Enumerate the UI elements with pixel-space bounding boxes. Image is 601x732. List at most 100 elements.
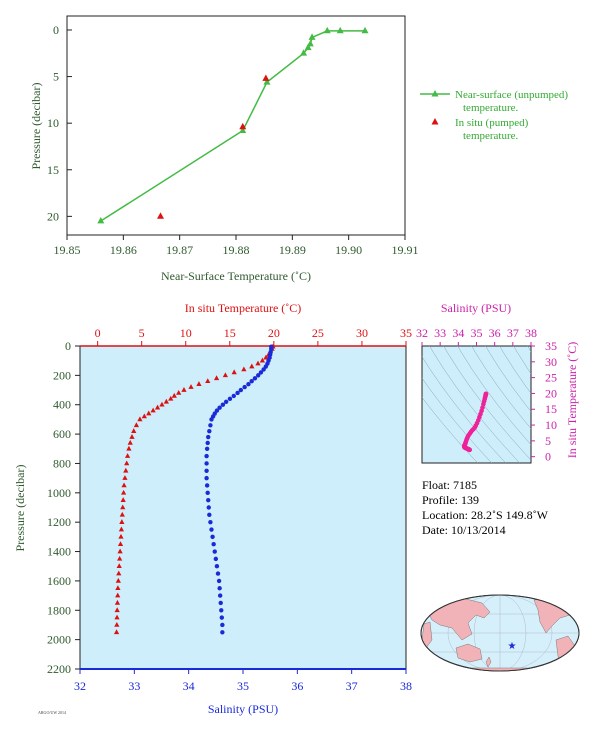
salinity-point: [204, 468, 209, 473]
temperature-point: [263, 354, 269, 360]
density-contour: [513, 346, 531, 375]
temperature-point: [116, 570, 122, 576]
salinity-point: [208, 519, 213, 525]
temperature-point: [154, 404, 161, 410]
temperature-point: [137, 416, 143, 422]
salinity-point: [256, 373, 261, 378]
temperature-point: [176, 389, 182, 395]
ts-x-tick-label: 35: [471, 326, 483, 340]
top-x-tick-label: 19.91: [392, 243, 419, 257]
pumped-point: [239, 122, 247, 130]
location: Location: 28.2˚S 149.8˚W: [422, 508, 549, 522]
top-y-tick-label: 20: [47, 209, 59, 223]
top-y-ticks: 0 5 10 15 20: [47, 23, 72, 223]
ts-plot-area: [421, 345, 532, 464]
salinity-point: [258, 370, 264, 375]
temperature-tick-label: 35: [400, 326, 412, 340]
date: Date: 10/13/2014: [422, 523, 506, 537]
float-location-star: ★: [508, 641, 517, 652]
temperature-ticks: 0 5 10 15 20 25 30 35: [95, 326, 412, 346]
legend-label-unpumped: Near-surface (unpumped) temperature.: [455, 89, 571, 114]
salinity-point: [227, 396, 233, 402]
legend-marker-pumped: [431, 118, 439, 125]
temperature-point: [115, 592, 121, 598]
salinity-tick-label: 37: [346, 679, 358, 693]
salinity-tick-label: 34: [183, 679, 195, 693]
temperature-point: [146, 410, 152, 416]
pressure-tick-label: 1800: [47, 603, 71, 617]
salinity-point: [217, 405, 222, 410]
temperature-point: [163, 398, 169, 404]
top-y-tick-label: 10: [47, 116, 59, 130]
temperature-tick-label: 30: [356, 326, 368, 340]
unpumped-point: [239, 126, 247, 134]
temperature-point: [115, 585, 121, 591]
salinity-profile-marks: [204, 344, 274, 635]
temperature-point: [133, 422, 139, 428]
pressure-tick-label: 400: [53, 398, 71, 412]
pressure-tick-label: 200: [53, 368, 71, 382]
profile-plot-area: [79, 345, 407, 670]
temperature-point: [171, 392, 177, 398]
top-x-axis-label: Near-Surface Temperature (˚C): [161, 269, 311, 283]
density-contour: [499, 346, 531, 394]
salinity-point: [217, 586, 222, 591]
temperature-point: [115, 577, 121, 583]
temperature-point: [117, 548, 123, 554]
temperature-point: [127, 439, 133, 445]
top-data-marks: [97, 26, 369, 224]
pressure-tick-label: 1200: [47, 515, 71, 529]
ts-x-tick-label: 33: [434, 326, 446, 340]
profile-bottom-axis-label: Salinity (PSU): [208, 702, 278, 716]
float-info: Float: 7185 Profile: 139 Location: 28.2˚…: [422, 478, 549, 537]
salinity-point: [207, 512, 212, 518]
ts-y-tick-label: 0: [545, 450, 551, 464]
temperature-point: [124, 453, 131, 458]
top-y-axis-label: Pressure (decibar): [29, 83, 43, 170]
temperature-point: [119, 511, 125, 517]
salinity-point: [210, 534, 215, 540]
temperature-point: [118, 533, 124, 539]
pressure-tick-label: 2000: [47, 633, 71, 647]
ts-y-tick-label: 35: [545, 339, 557, 353]
temperature-point: [168, 395, 174, 401]
temperature-point: [126, 445, 132, 451]
salinity-point: [205, 440, 210, 446]
australia-landmass: [455, 643, 483, 663]
salinity-point: [209, 527, 214, 532]
profile-y-axis-label: Pressure (decibar): [13, 465, 27, 552]
map-border: [420, 594, 580, 672]
pressure-tick-label: 1600: [47, 574, 71, 588]
ts-salinity-ticks: 32 33 34 35 36 37 38: [416, 326, 537, 346]
new-zealand-landmass: [485, 656, 492, 668]
temperature-point: [124, 460, 130, 466]
density-contour: [471, 346, 531, 430]
salinity-point: [223, 399, 229, 404]
ts-y-tick-label: 10: [545, 418, 557, 432]
temperature-point: [122, 475, 128, 480]
world-map: ★: [420, 594, 580, 672]
temperature-point: [114, 621, 120, 627]
ts-x-tick-label: 37: [507, 326, 519, 340]
salinity-point: [217, 593, 223, 598]
temperature-point: [114, 614, 120, 620]
salinity-point: [216, 578, 222, 584]
top-x-tick-label: 19.87: [166, 243, 193, 257]
temperature-profile-marks: [113, 343, 276, 635]
salinity-point: [242, 384, 247, 390]
top-x-tick-label: 19.85: [54, 243, 81, 257]
temperature-point: [150, 407, 156, 413]
pressure-tick-label: 600: [53, 427, 71, 441]
temperature-tick-label: 5: [139, 326, 145, 340]
profile-top-axis-label: In situ Temperature (˚C): [185, 301, 302, 315]
profile-chart: 0 5 10 15 20 25 30 35 32 33 34 35 36 37 38 0 200 400 600…: [13, 301, 412, 716]
africa-landmass: [421, 621, 433, 649]
salinity-point: [220, 402, 226, 407]
float-id: Float: 7185: [422, 478, 477, 492]
ts-point: [467, 447, 472, 453]
salinity-point: [208, 423, 213, 428]
unpumped-point: [300, 49, 308, 56]
unpumped-point: [323, 26, 331, 34]
